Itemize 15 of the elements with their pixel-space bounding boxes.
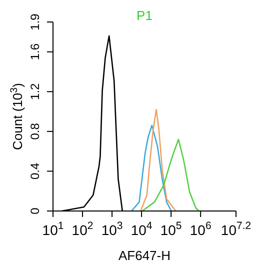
x-tick-label: 10$^{2}$ bbox=[72, 220, 94, 238]
x-tick-label: 10$^{6}$ bbox=[190, 220, 212, 238]
x-tick-label: 10$^{4}$ bbox=[130, 220, 152, 238]
y-tick-label: 0.4 bbox=[28, 162, 42, 180]
y-tick-label: 1.2 bbox=[28, 82, 42, 100]
y-tick-label: 0 bbox=[28, 207, 42, 214]
x-axis-title: AF647-H bbox=[118, 248, 171, 263]
y-tick-label: 1.9 bbox=[28, 13, 42, 30]
x-tick-label: 10$^{1}$ bbox=[42, 220, 64, 238]
x-tick-label: 10$^{3}$ bbox=[101, 220, 123, 238]
x-tick-label: 10$^{7.2}$ bbox=[220, 220, 252, 238]
chart-title: P1 bbox=[136, 8, 154, 23]
x-tick-label: 10$^{5}$ bbox=[160, 220, 182, 238]
y-tick-label: 0.8 bbox=[28, 122, 42, 140]
y-tick-label: 1.6 bbox=[28, 43, 42, 60]
